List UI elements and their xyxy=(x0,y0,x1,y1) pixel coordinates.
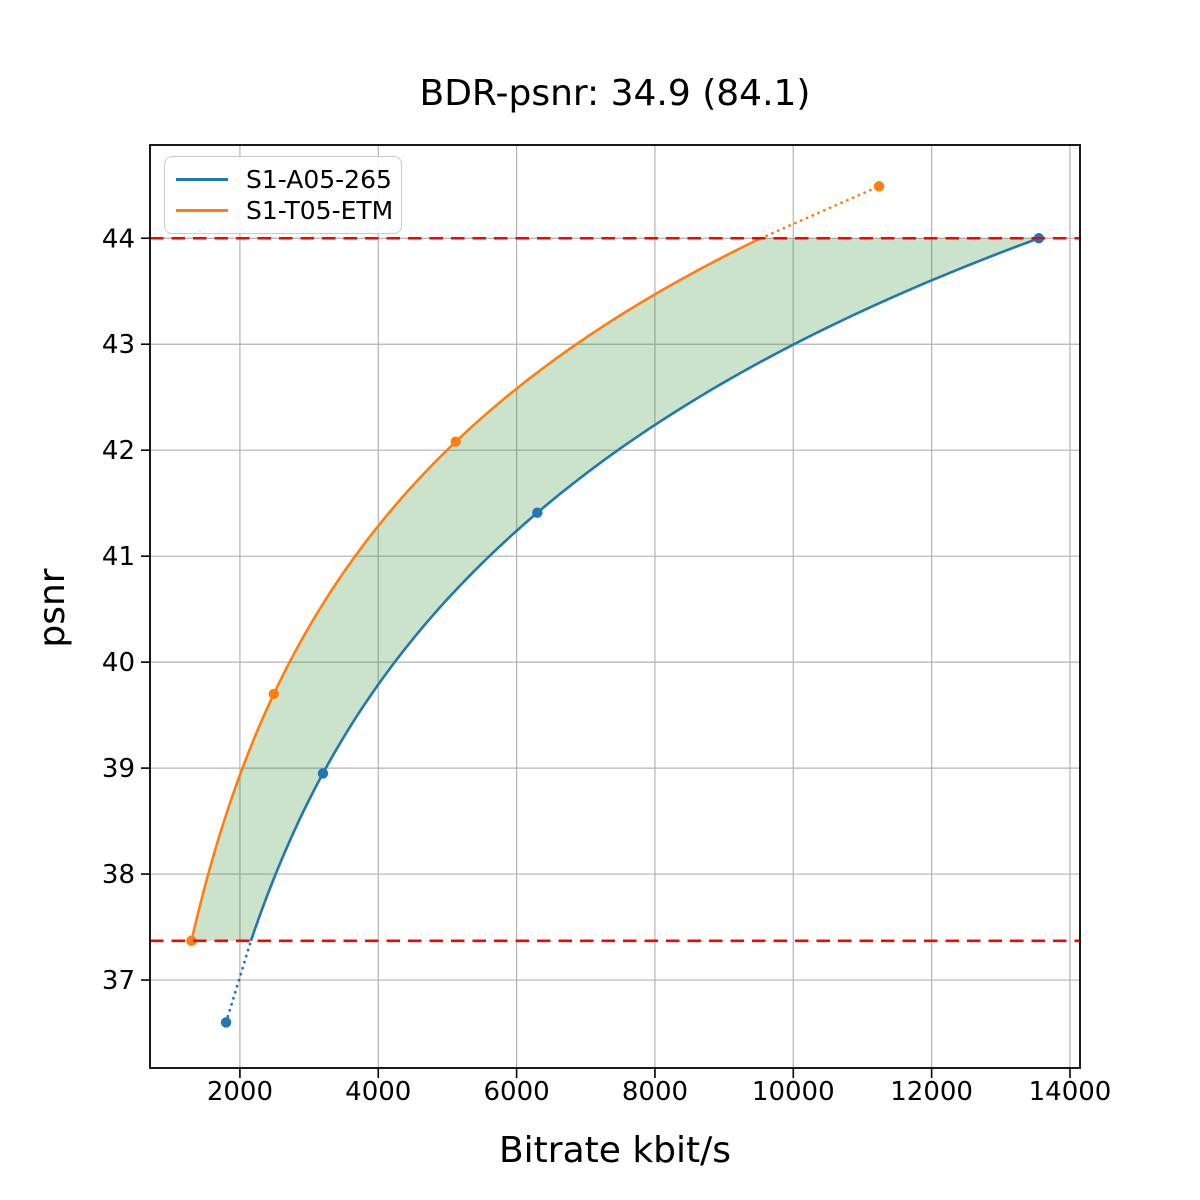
rd-curve xyxy=(190,237,762,942)
legend: S1-A05-265 S1-T05-ETM xyxy=(164,156,402,234)
chart-title: BDR-psnr: 34.9 (84.1) xyxy=(419,73,811,114)
y-tick-label: 44 xyxy=(102,224,135,254)
x-tick-label: 10000 xyxy=(752,1077,835,1107)
x-tick-label: 2000 xyxy=(207,1077,273,1107)
data-point-marker xyxy=(268,688,280,700)
y-tick-label: 38 xyxy=(102,860,135,890)
y-tick-label: 37 xyxy=(102,966,135,996)
y-tick-label: 43 xyxy=(102,330,135,360)
y-tick-label: 40 xyxy=(102,648,135,678)
axes-border xyxy=(149,144,1081,1069)
legend-line-sample-series-1 xyxy=(176,178,228,181)
x-tick-label: 6000 xyxy=(484,1077,550,1107)
data-point-marker xyxy=(873,181,885,192)
x-tick-labels: 2000 4000 6000 8000 10000 12000 14000 xyxy=(207,1077,1111,1107)
x-tick-label: 4000 xyxy=(345,1077,411,1107)
data-point-marker xyxy=(450,436,461,447)
dotted-extension-low xyxy=(224,939,253,1024)
x-axis-label: Bitrate kbit/s xyxy=(498,1130,732,1171)
rd-curve xyxy=(249,237,1040,942)
y-tick-labels: 37 38 39 40 41 42 43 44 xyxy=(102,224,135,996)
x-tick-label: 14000 xyxy=(1029,1077,1112,1107)
y-tick-label: 39 xyxy=(102,754,135,784)
x-tick-label: 8000 xyxy=(622,1077,688,1107)
series-s1-t05-etm xyxy=(186,181,885,947)
tick-marks xyxy=(141,237,1071,1078)
series-s1-a05-265 xyxy=(220,233,1045,1028)
legend-line-sample-series-2 xyxy=(176,209,228,212)
dotted-extension-high xyxy=(759,184,881,240)
data-point-marker xyxy=(220,1017,232,1028)
y-tick-label: 41 xyxy=(102,542,135,572)
data-point-marker xyxy=(186,935,197,947)
legend-item-series-2: S1-T05-ETM xyxy=(165,195,401,226)
data-point-marker xyxy=(317,768,329,779)
gridlines xyxy=(150,145,1080,1068)
data-point-marker xyxy=(532,507,543,518)
legend-label-series-2: S1-T05-ETM xyxy=(246,196,394,225)
x-tick-label: 12000 xyxy=(890,1077,973,1107)
legend-item-series-1: S1-A05-265 xyxy=(165,164,401,195)
legend-label-series-1: S1-A05-265 xyxy=(246,165,392,194)
y-tick-label: 42 xyxy=(102,436,135,466)
